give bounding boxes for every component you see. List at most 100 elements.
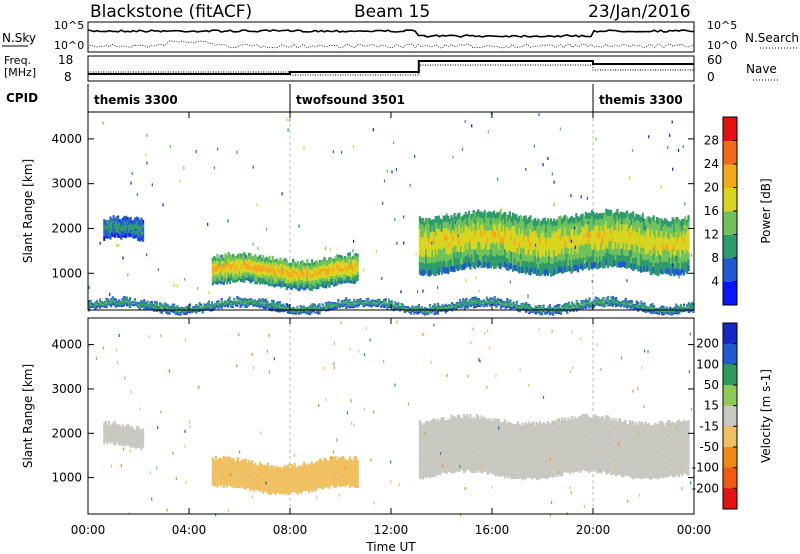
echo-cell (266, 282, 269, 286)
echo-cell (567, 242, 570, 249)
echo-cell (507, 246, 510, 253)
echo-cell (474, 299, 477, 301)
echo-cell (679, 238, 682, 245)
echo-cell (159, 310, 162, 312)
echo-cell (285, 306, 288, 308)
echo-cell (592, 212, 595, 219)
echo-cell (488, 305, 491, 307)
echo-cell (226, 306, 230, 308)
echo-cell (231, 304, 234, 305)
echo-cell (184, 307, 187, 309)
echo-cell (282, 307, 285, 309)
echo-cell (313, 311, 316, 313)
echo-cell (406, 307, 409, 309)
echo-cell (441, 307, 444, 309)
echo-cell (394, 307, 397, 309)
echo-cell (602, 256, 605, 263)
echo-cell (592, 255, 595, 263)
echo-cell (211, 306, 214, 308)
echo-cell (333, 271, 336, 275)
echo-cell (234, 304, 237, 305)
echo-cell (458, 257, 461, 264)
echo-cell (676, 255, 679, 263)
echo-cell (466, 249, 469, 256)
echo-cell (474, 300, 477, 302)
echo-cell (537, 237, 540, 244)
echo-cell (433, 303, 436, 305)
echo-cell (657, 256, 660, 264)
echo-cell (383, 305, 386, 307)
echo-cell (367, 304, 370, 306)
echo-cell (494, 219, 497, 226)
echo-cell (351, 262, 355, 266)
echo-cell (106, 300, 110, 301)
echo-cell (244, 304, 247, 306)
echo-cell (436, 241, 439, 249)
echo-cell (249, 302, 252, 304)
echo-cell (140, 217, 143, 221)
echo-cell (273, 271, 276, 275)
echo-cell (381, 302, 384, 304)
echo-cell (263, 264, 266, 268)
echo-cell (225, 303, 228, 305)
echo-cell (687, 252, 690, 259)
echo-cell (332, 302, 335, 304)
echo-cell (91, 306, 94, 308)
echo-cell (215, 303, 218, 304)
echo-cell (484, 303, 487, 305)
echo-cell (227, 268, 230, 272)
echo-cell (270, 271, 273, 275)
echo-cell (611, 225, 614, 232)
echo-cell (523, 215, 526, 223)
echo-cell (465, 305, 468, 308)
echo-cell (317, 274, 320, 278)
echo-cell (452, 265, 455, 272)
echo-cell (660, 262, 663, 269)
echo-cell (254, 264, 257, 268)
echo-cell (203, 305, 206, 306)
echo-cell (113, 297, 116, 299)
echo-cell (118, 219, 121, 222)
echo-cell (305, 307, 308, 309)
echo-cell (95, 306, 99, 308)
echo-cell (579, 244, 583, 251)
echo-cell (461, 264, 464, 271)
echo-cell (436, 305, 439, 307)
echo-cell (361, 300, 364, 301)
echo-cell (140, 227, 143, 231)
echo-cell (241, 253, 244, 257)
echo-cell (442, 260, 445, 267)
echo-cell (469, 251, 472, 258)
echo-cell (383, 301, 386, 303)
echo-cell (450, 221, 453, 228)
echo-cell (368, 302, 372, 304)
echo-cell (254, 281, 257, 285)
echo-cell (496, 298, 499, 299)
echo-cell (269, 310, 272, 312)
echo-cell (513, 220, 516, 227)
echo-cell (128, 222, 131, 225)
echo-cell (237, 301, 241, 302)
echo-cell (353, 256, 356, 261)
echo-cell (323, 281, 326, 285)
echo-cell (283, 307, 286, 309)
echo-cell (209, 305, 212, 307)
echo-cell (447, 304, 450, 306)
echo-cell (336, 261, 339, 265)
echo-cell (260, 263, 263, 267)
echo-cell (203, 307, 206, 309)
echo-cell (641, 233, 644, 240)
echo-cell (337, 298, 340, 300)
echo-cell (141, 303, 144, 305)
echo-cell (391, 306, 394, 308)
echo-cell (482, 224, 485, 231)
echo-cell (603, 255, 606, 262)
echo-cell (383, 303, 386, 305)
echo-cell (332, 306, 335, 308)
echo-cell (326, 310, 329, 312)
echo-cell (445, 240, 448, 248)
echo-cell (334, 307, 337, 309)
echo-cell (204, 307, 207, 309)
echo-cell (398, 305, 402, 307)
echo-cell (247, 302, 250, 304)
